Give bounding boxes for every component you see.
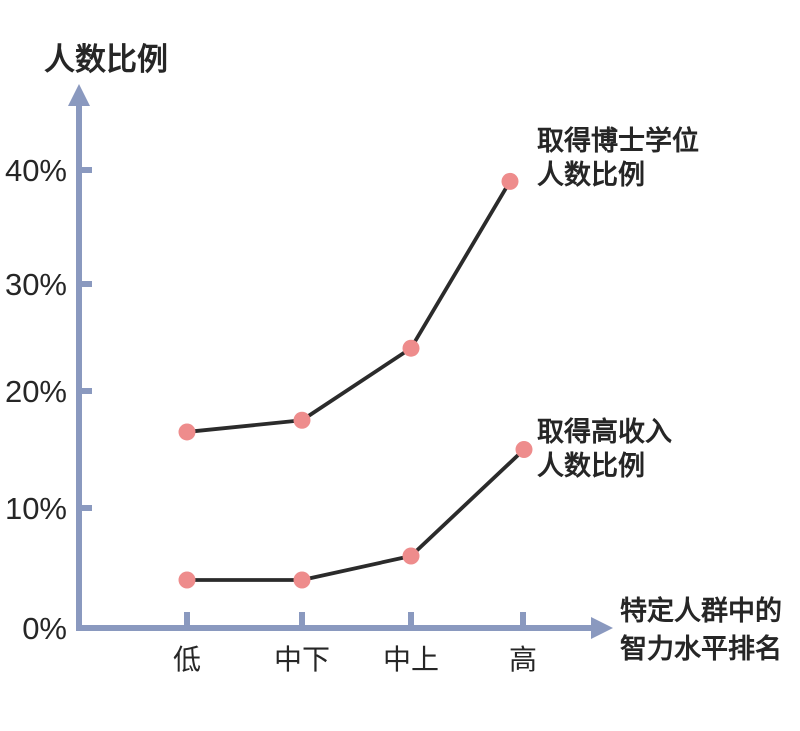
- series-income-label-line2: 人数比例: [537, 451, 645, 481]
- x-axis-category-label: 低: [173, 644, 201, 675]
- series-line-0: [185, 179, 512, 434]
- x-axis-title-line1: 特定人群中的: [620, 595, 782, 626]
- data-point: [293, 571, 311, 589]
- data-point: [402, 339, 420, 357]
- x-axis-category-label: 中上: [383, 644, 439, 675]
- series-phd-label: 取得博士学位人数比例: [537, 125, 699, 190]
- y-axis-tick-label: 0%: [22, 611, 67, 646]
- x-axis-title: 特定人群中的智力水平排名: [620, 595, 782, 664]
- series-line-1: [185, 447, 526, 582]
- data-point: [402, 547, 420, 565]
- y-axis-tick-label: 30%: [5, 267, 67, 302]
- data-point: [178, 571, 196, 589]
- y-axis-title: 人数比例: [44, 42, 168, 77]
- data-point: [515, 441, 533, 458]
- x-axis-category-label: 中下: [274, 644, 330, 675]
- x-axis-category-label: 高: [509, 644, 537, 675]
- y-axis-tick-label: 10%: [5, 491, 67, 526]
- data-point: [501, 172, 519, 190]
- y-axis-tick-label: 20%: [5, 374, 67, 409]
- series-phd-label-line1: 取得博士学位: [537, 125, 699, 156]
- data-point: [293, 411, 311, 429]
- series-income-label: 取得高收入人数比例: [537, 416, 672, 481]
- x-axis-title-line2: 智力水平排名: [620, 633, 782, 664]
- series-phd-label-line2: 人数比例: [537, 160, 645, 190]
- x-axis-arrow-icon: [591, 617, 613, 639]
- y-axis-tick-label: 40%: [5, 153, 67, 188]
- data-point: [178, 423, 196, 441]
- y-axis-arrow-icon: [68, 84, 90, 106]
- series-income-label-line1: 取得高收入: [537, 416, 672, 447]
